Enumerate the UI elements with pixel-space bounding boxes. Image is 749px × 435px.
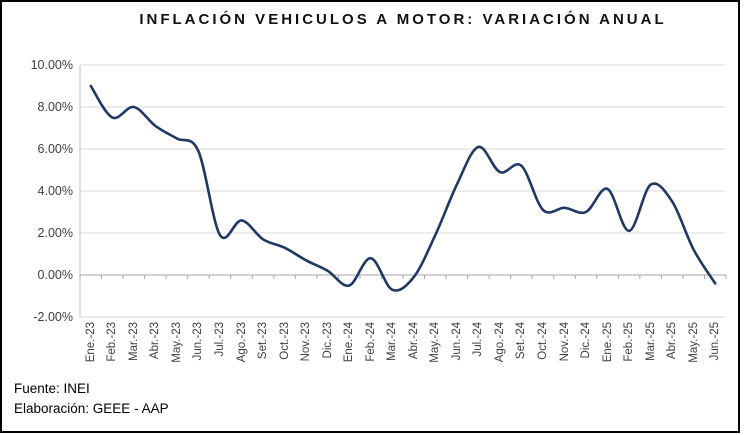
x-axis-label: Jul.-23 [213, 322, 226, 357]
x-axis-label: Ene.-25 [601, 322, 614, 363]
y-axis-label: 4.00% [37, 184, 73, 198]
x-axis-label: Mar.-23 [127, 322, 140, 361]
footer-elaboration: Elaboración: GEEE - AAP [14, 401, 169, 416]
x-axis-label: Nov.-23 [300, 322, 313, 362]
x-axis-label: Mar.-25 [644, 322, 657, 361]
x-axis-label: Nov.-24 [558, 322, 571, 362]
x-axis-label: May.-23 [170, 322, 183, 363]
x-axis-label: Dic.-23 [321, 322, 334, 359]
chart-title: INFLACIÓN VEHICULOS A MOTOR: VARIACIÓN A… [139, 11, 667, 28]
x-axis-label: May.-25 [687, 322, 700, 363]
x-axis-label: Ago.-24 [493, 322, 506, 363]
y-axis-label: 6.00% [37, 142, 73, 156]
x-axis-label: Jun.-24 [450, 322, 463, 361]
x-axis-label: Ene.-24 [343, 322, 356, 363]
x-axis-label: Feb.-23 [106, 322, 119, 362]
footer-source: Fuente: INEI [14, 381, 90, 396]
x-axis-label: Abr.-23 [149, 322, 162, 360]
x-axis-label: Set.-23 [257, 322, 270, 360]
y-axis-label: 8.00% [37, 100, 73, 114]
x-axis-label: May.-24 [429, 322, 442, 363]
y-axis-label: 10.00% [30, 58, 73, 72]
y-axis-label: -2.00% [33, 310, 73, 324]
x-axis-label: Feb.-25 [623, 322, 636, 362]
x-axis-label: Jun.-25 [709, 322, 722, 361]
x-axis-label: Oct.-23 [278, 322, 291, 360]
x-axis-label: Set.-24 [515, 322, 528, 360]
x-axis-label: Feb.-24 [364, 322, 377, 362]
y-axis-label: 0.00% [37, 268, 73, 282]
x-axis-label: Jul.-24 [472, 322, 485, 357]
x-axis-label: Abr.-24 [407, 322, 420, 360]
x-axis-label: Mar.-24 [386, 322, 399, 361]
inflation-line-series [89, 84, 717, 292]
x-axis-label: Oct.-24 [536, 322, 549, 360]
x-axis-label: Abr.-25 [666, 322, 679, 360]
x-axis-label: Dic.-24 [580, 322, 593, 359]
x-axis-label: Jun.-23 [192, 322, 205, 361]
x-axis-label: Ago.-23 [235, 322, 248, 363]
y-axis-label: 2.00% [37, 226, 73, 240]
x-axis-label: Ene.-23 [84, 322, 97, 363]
